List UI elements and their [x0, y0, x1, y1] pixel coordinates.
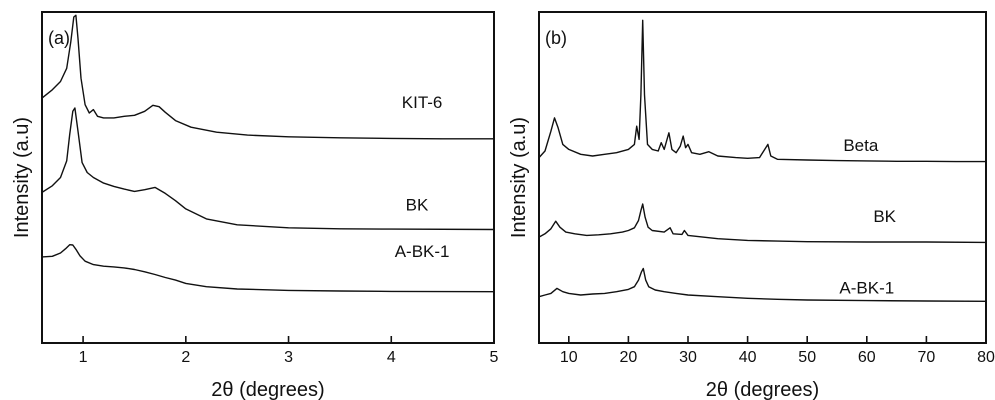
- panel-b-x-tick-label: 20: [620, 349, 638, 366]
- panel-b-x-tick-label: 10: [560, 349, 578, 366]
- panel-a-label: (a): [48, 28, 70, 48]
- panel-a-series-bk-line: [41, 107, 495, 231]
- panel-b-label: (b): [545, 28, 567, 48]
- panel-b-wide-angle-xrd: 10 20 30 40 50 60 70 80 2θ (degrees) Intensity (a…: [508, 11, 995, 400]
- panel-b-x-tick-label: 40: [739, 349, 757, 366]
- panel-a-x-tick-label: 3: [284, 349, 293, 366]
- panel-b-y-axis-label: Intensity (a.u): [508, 117, 530, 238]
- panel-b-series-a-bk-1-label: A-BK-1: [839, 278, 894, 297]
- panel-b-series-bk-label: BK: [873, 207, 896, 226]
- panel-a-low-angle-xrd: 1 2 3 4 5 2θ (degrees) Intensity (a.u) (a) KIT-6…: [11, 11, 499, 400]
- panel-a-series-a-bk-1-line: [41, 243, 495, 293]
- panel-a-x-tick-label: 1: [79, 349, 88, 366]
- panel-b-x-tick-label: 70: [918, 349, 936, 366]
- panel-a-y-axis-label: Intensity (a.u): [11, 117, 33, 238]
- panel-b-series-beta-line: [538, 19, 986, 163]
- panel-a-series-kit-6-label: KIT-6: [402, 93, 443, 112]
- panel-a-x-tick-label: 5: [490, 349, 499, 366]
- panel-a-series-a-bk-1-label: A-BK-1: [395, 242, 450, 261]
- panel-a-x-tick-label: 4: [387, 349, 396, 366]
- panel-a-series-bk-label: BK: [406, 196, 429, 215]
- panel-b-series-a-bk-1-line: [538, 267, 987, 302]
- panel-b-x-tick-label: 30: [679, 349, 697, 366]
- panel-a-plot-frame: [41, 11, 495, 344]
- panel-a-x-tick-label: 2: [181, 349, 190, 366]
- panel-b-plot-frame: [538, 11, 987, 344]
- panel-a-x-axis-label: 2θ (degrees): [211, 379, 324, 400]
- panel-b-x-tick-label: 80: [977, 349, 995, 366]
- panel-b-x-axis-label: 2θ (degrees): [706, 379, 819, 400]
- panel-b-series-bk-line: [538, 203, 987, 244]
- panel-b-series-beta-label: Beta: [843, 136, 879, 155]
- panel-b-x-tick-label: 50: [798, 349, 816, 366]
- panel-a-series-kit-6-line: [41, 14, 494, 140]
- panel-b-x-tick-label: 60: [858, 349, 876, 366]
